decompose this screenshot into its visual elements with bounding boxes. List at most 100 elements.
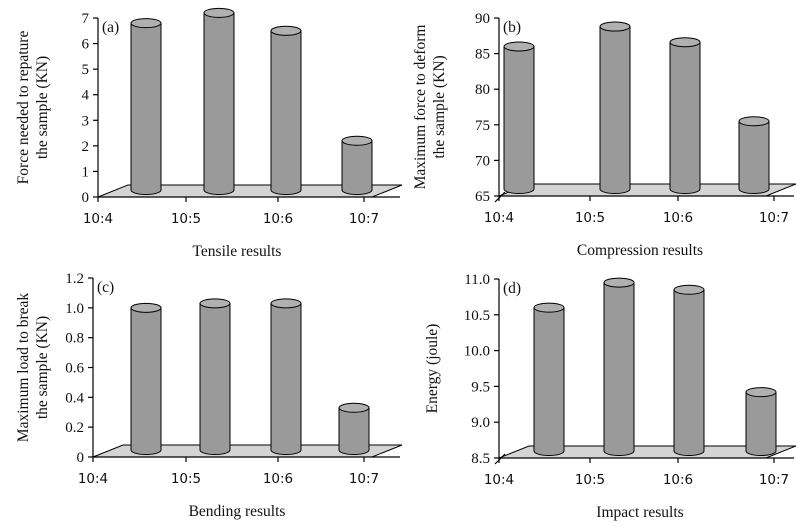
- y-tick-label: 1.0: [65, 301, 84, 317]
- bar: [270, 298, 302, 455]
- bar: [199, 298, 231, 455]
- y-tick-label: 9.0: [471, 415, 490, 431]
- x-tick-label: 10:6: [263, 471, 293, 487]
- bar: [130, 302, 162, 455]
- bar-top: [503, 41, 535, 52]
- y-tick-label: 2: [82, 139, 90, 155]
- chart-panel-d: 8.5 9.0 9.5 10.0 10.5 11.0 10:4 10:5 10:6 10:7 (d)…: [424, 272, 796, 521]
- x-tick-label: 10:7: [759, 472, 789, 488]
- y-tick-label: 4: [82, 88, 90, 104]
- x-tick-label: 10:5: [575, 210, 605, 226]
- x-axis-title: Bending results: [189, 503, 286, 520]
- y-axis-title: Maximum load to break the sample (KN): [15, 293, 51, 443]
- x-tick-label: 10:7: [349, 211, 379, 227]
- y-tick-label: 65: [475, 189, 490, 205]
- x-tick-label: 10:5: [575, 472, 605, 488]
- bar-top: [599, 21, 631, 32]
- bar-top: [738, 116, 770, 127]
- x-axis-title: Tensile results: [193, 243, 282, 260]
- bar-body: [669, 41, 701, 194]
- bar-top: [745, 387, 777, 398]
- bar: [673, 284, 705, 456]
- y-tick-label: 0.2: [65, 420, 84, 436]
- y-tick-label: 6: [82, 37, 90, 53]
- bar-top: [603, 277, 635, 288]
- bar-body: [130, 22, 162, 195]
- y-tick-label: 10.0: [464, 344, 490, 360]
- chart-panel-b: 65 70 75 80 85 90 10:4 10:5 10:6 10:7 (b) Compressi…: [412, 11, 796, 259]
- panel-label: (d): [503, 280, 521, 297]
- bar: [503, 41, 535, 194]
- y-axis-title: Force needed to repature the sample (KN): [15, 31, 51, 185]
- y-tick-label: 0.4: [65, 390, 84, 406]
- bar-body: [745, 391, 777, 456]
- bar-top: [341, 135, 373, 146]
- bar-top: [673, 284, 705, 295]
- axis-break-mark: [494, 453, 506, 465]
- bar: [745, 387, 777, 456]
- x-tick-label: 10:4: [83, 211, 113, 227]
- x-tick-label: 10:6: [663, 472, 693, 488]
- bar-body: [503, 45, 535, 194]
- bar: [338, 402, 370, 455]
- y-tick-label: 0: [77, 450, 85, 466]
- y-tick-label: 8.5: [471, 451, 490, 467]
- bar-top: [338, 402, 370, 413]
- bar-body: [341, 140, 373, 195]
- x-tick-label: 10:5: [171, 211, 201, 227]
- x-axis-title: Impact results: [596, 504, 683, 521]
- x-axis-title: Compression results: [577, 242, 703, 259]
- x-tick-label: 10:4: [78, 471, 108, 487]
- panel-label: (c): [97, 279, 114, 296]
- bar-body: [738, 120, 770, 194]
- x-tick-label: 10:4: [484, 472, 514, 488]
- x-tick-label: 10:7: [759, 210, 789, 226]
- bar-body: [603, 282, 635, 456]
- y-tick-label: 9.5: [471, 379, 490, 395]
- bar-body: [270, 302, 302, 455]
- x-tick-label: 10:7: [349, 471, 379, 487]
- y-tick-label: 0.8: [65, 331, 84, 347]
- chart-panel-a: 0 1 2 3 4 5 6 7 10:4 10:5 10:6 10:7 (a) Tensile resul…: [15, 7, 403, 260]
- bar: [130, 18, 162, 195]
- y-tick-label: 1: [82, 164, 90, 180]
- panel-label: (a): [102, 19, 119, 36]
- bar-top: [130, 18, 162, 29]
- y-axis-title: Maximum force to deform the sample (KN): [412, 25, 448, 190]
- y-axis-title-line: the sample (KN): [431, 55, 448, 158]
- y-tick-label: 7: [82, 11, 90, 27]
- x-tick-label: 10:6: [263, 211, 293, 227]
- bar: [533, 302, 565, 456]
- x-tick-label: 10:5: [171, 471, 201, 487]
- bar-top: [270, 298, 302, 309]
- bar-body: [130, 307, 162, 455]
- bar-body: [199, 302, 231, 455]
- bar: [669, 37, 701, 194]
- y-tick-label: 10.5: [464, 308, 490, 324]
- panel-label: (b): [503, 19, 521, 36]
- bar-top: [199, 298, 231, 309]
- y-tick-label: 1.2: [65, 271, 84, 287]
- bar: [599, 21, 631, 194]
- bar-body: [673, 289, 705, 456]
- y-tick-label: 85: [475, 47, 490, 63]
- bar-body: [599, 26, 631, 194]
- y-axis-title-line: Maximum force to deform: [412, 25, 429, 190]
- bar: [270, 25, 302, 195]
- axis-break-mark: [494, 191, 506, 203]
- bar-top: [130, 302, 162, 313]
- x-tick-label: 10:4: [484, 210, 514, 226]
- y-axis-title-line: Force needed to repature: [15, 31, 32, 185]
- y-tick-label: 0.6: [65, 361, 84, 377]
- bar: [738, 116, 770, 194]
- y-tick-label: 0: [82, 190, 90, 206]
- bar-top: [533, 302, 565, 313]
- bar: [341, 135, 373, 195]
- chart-panel-c: 0 0.2 0.4 0.6 0.8 1.0 1.2 10:4 10:5 10:6 10:7 (c) Be…: [15, 271, 403, 520]
- bar-body: [338, 407, 370, 455]
- bar: [203, 7, 235, 195]
- bar-body: [270, 30, 302, 195]
- y-axis-title: Energy (joule): [424, 324, 441, 414]
- bar-top: [203, 7, 235, 18]
